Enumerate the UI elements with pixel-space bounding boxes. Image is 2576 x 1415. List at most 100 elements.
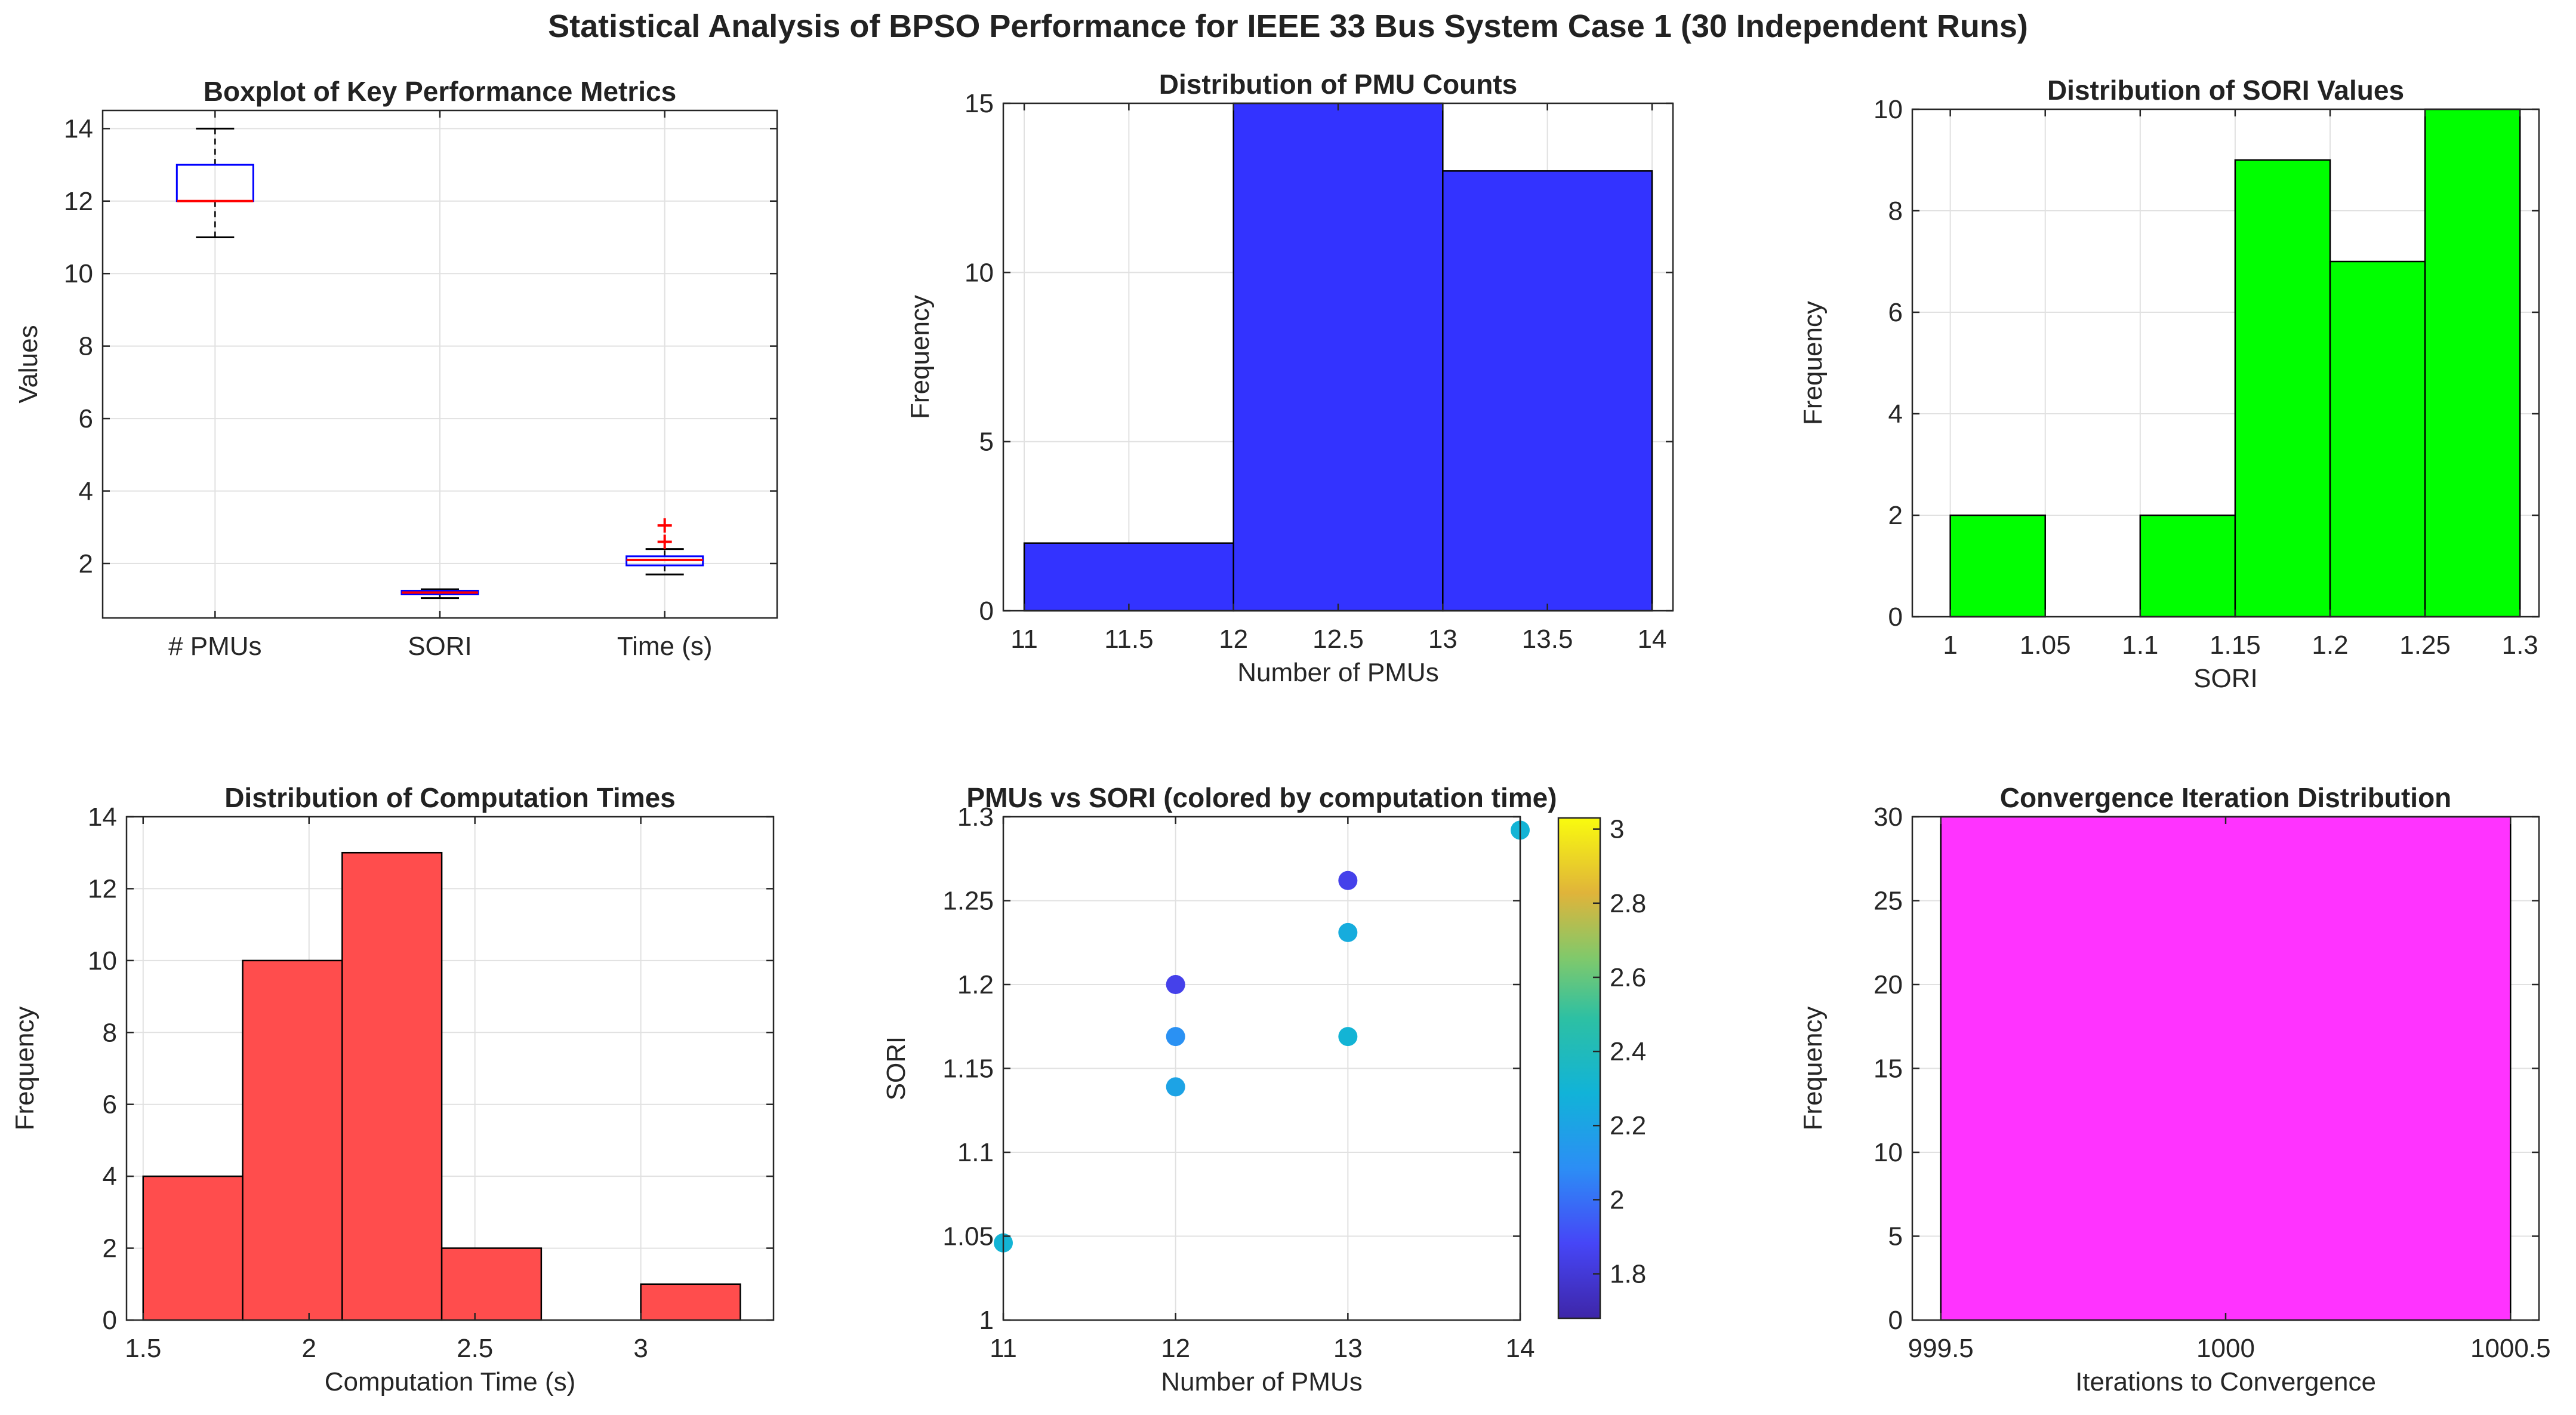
y-tick-label: 6 xyxy=(1888,298,1903,327)
x-tick-label: 12.5 xyxy=(1312,625,1364,654)
bar-2 xyxy=(242,959,343,1321)
x-tick-label: 1.25 xyxy=(2399,630,2451,660)
x-tick-label: 1000 xyxy=(2196,1334,2255,1363)
x-tick-label: 1.15 xyxy=(2210,630,2261,660)
y-tick-label: 0 xyxy=(1888,1306,1903,1335)
y-tick-label: 10 xyxy=(1874,1138,1903,1167)
x-tick-label: 11.5 xyxy=(1104,625,1153,654)
x-tick-label: 1.5 xyxy=(125,1334,161,1363)
outlier-marker xyxy=(657,534,672,549)
y-axis-label: Frequency xyxy=(905,295,935,419)
x-tick-label: 13 xyxy=(1333,1334,1363,1363)
y-tick-label: 5 xyxy=(979,427,994,457)
colorbar-tick-label: 2 xyxy=(1610,1185,1624,1214)
x-tick-label: Time (s) xyxy=(617,632,713,661)
x-tick-label: 2.5 xyxy=(457,1334,493,1363)
x-tick-label: 12 xyxy=(1219,625,1248,654)
bar-5 xyxy=(2329,260,2426,618)
bar-3 xyxy=(2139,514,2236,618)
y-axis-label: Values xyxy=(14,325,43,403)
subplot-title: Boxplot of Key Performance Metrics xyxy=(204,76,676,107)
axes-frame xyxy=(125,816,775,1321)
scatter-point-4 xyxy=(1166,1077,1185,1097)
y-tick-label: 1.1 xyxy=(957,1138,994,1167)
y-tick-label: 1.05 xyxy=(942,1222,994,1251)
bar-4 xyxy=(2234,159,2331,618)
y-tick-label: 0 xyxy=(1888,602,1903,632)
y-tick-label: 4 xyxy=(1888,399,1903,429)
y-tick-label: 1.25 xyxy=(942,887,994,916)
y-tick-label: 10 xyxy=(965,258,994,287)
subplot-title: Distribution of Computation Times xyxy=(224,782,676,813)
x-tick-label: 3 xyxy=(633,1334,648,1363)
x-tick-label: 1000.5 xyxy=(2470,1334,2551,1363)
x-tick-label: 14 xyxy=(1506,1334,1535,1363)
y-tick-label: 0 xyxy=(979,596,994,626)
bar-6 xyxy=(2424,108,2521,618)
x-tick-label: 1.1 xyxy=(2122,630,2158,660)
scatter-point-3 xyxy=(1166,1027,1185,1047)
x-tick-label: 2 xyxy=(302,1334,316,1363)
y-tick-label: 2 xyxy=(103,1234,117,1263)
bar-1 xyxy=(1949,514,2046,618)
colorbar-gradient xyxy=(1557,817,1601,1319)
y-tick-label: 2 xyxy=(1888,501,1903,530)
outlier-marker xyxy=(657,518,672,533)
scatter-point-2 xyxy=(1166,975,1185,994)
subplot-title: Distribution of PMU Counts xyxy=(1159,69,1517,100)
scatter-point-5 xyxy=(1338,870,1358,890)
colorbar-tick-label: 1.8 xyxy=(1610,1260,1646,1289)
x-tick-label: # PMUs xyxy=(168,632,261,661)
x-tick-label: 14 xyxy=(1637,625,1666,654)
y-tick-label: 12 xyxy=(64,187,93,216)
colorbar-tick-label: 2.2 xyxy=(1610,1111,1646,1140)
bar-1 xyxy=(142,1175,244,1321)
y-tick-label: 1.15 xyxy=(942,1054,994,1084)
y-tick-label: 6 xyxy=(79,404,93,433)
y-tick-label: 0 xyxy=(103,1306,117,1335)
subplot-3: 0 2 4 6 8 10 1 1.05 1.1 1.15 1.2 1.25 1.3 Distributio… xyxy=(1798,75,2540,693)
x-axis-label: Iterations to Convergence xyxy=(2075,1367,2376,1396)
subplot-title: PMUs vs SORI (colored by computation tim… xyxy=(966,782,1557,813)
y-axis-label: Frequency xyxy=(1798,1007,1828,1131)
y-tick-label: 2 xyxy=(79,549,93,579)
y-tick-label: 30 xyxy=(1874,802,1903,832)
x-axis-label: Number of PMUs xyxy=(1161,1367,1362,1396)
box-3 xyxy=(625,518,704,576)
x-axis-label: Number of PMUs xyxy=(1237,658,1438,687)
x-tick-label: 1.05 xyxy=(2020,630,2071,660)
scatter-point-7 xyxy=(1338,1027,1358,1047)
x-tick-label: 11 xyxy=(990,1334,1017,1363)
y-tick-label: 8 xyxy=(1888,196,1903,226)
x-axis-label: SORI xyxy=(2193,664,2258,693)
y-tick-label: 5 xyxy=(1888,1222,1903,1251)
colorbar: 1.8 2 2.2 2.4 2.6 2.8 3 xyxy=(1557,815,1646,1319)
figure-title: Statistical Analysis of BPSO Performance… xyxy=(548,8,2028,44)
y-tick-label: 1 xyxy=(979,1306,994,1335)
y-tick-label: 6 xyxy=(103,1090,117,1119)
y-tick-label: 10 xyxy=(1874,95,1903,124)
y-tick-label: 8 xyxy=(103,1018,117,1047)
bar-3 xyxy=(341,851,443,1321)
scatter-point-6 xyxy=(1338,922,1358,942)
y-axis-label: SORI xyxy=(882,1036,911,1101)
x-tick-label: 1 xyxy=(1943,630,1957,660)
bar-1 xyxy=(1023,542,1234,612)
axes-frame xyxy=(1911,108,2540,618)
subplot-1: 2 4 6 8 10 12 14 # PMUs SORI Time (s) Boxplot of K… xyxy=(14,76,778,661)
x-tick-label: 1.3 xyxy=(2502,630,2538,660)
y-tick-label: 8 xyxy=(79,332,93,361)
colorbar-tick-label: 2.6 xyxy=(1610,963,1646,992)
colorbar-tick-label: 2.8 xyxy=(1610,889,1646,918)
y-axis-label: Frequency xyxy=(1798,301,1828,425)
y-tick-label: 15 xyxy=(1874,1054,1903,1084)
subplot-6: 0 5 10 15 20 25 30 999.5 1000 1000.5 Convergence I… xyxy=(1798,782,2551,1396)
y-tick-label: 14 xyxy=(64,114,93,143)
bar-2 xyxy=(1232,102,1444,612)
subplot-title: Convergence Iteration Distribution xyxy=(2000,782,2452,813)
y-tick-label: 12 xyxy=(88,874,117,903)
colorbar-tick-label: 2.4 xyxy=(1610,1037,1646,1066)
x-tick-label: SORI xyxy=(408,632,472,661)
subplot-4: 0 2 4 6 8 10 12 14 1.5 2 2.5 3 Distribution of Compu… xyxy=(10,782,775,1396)
